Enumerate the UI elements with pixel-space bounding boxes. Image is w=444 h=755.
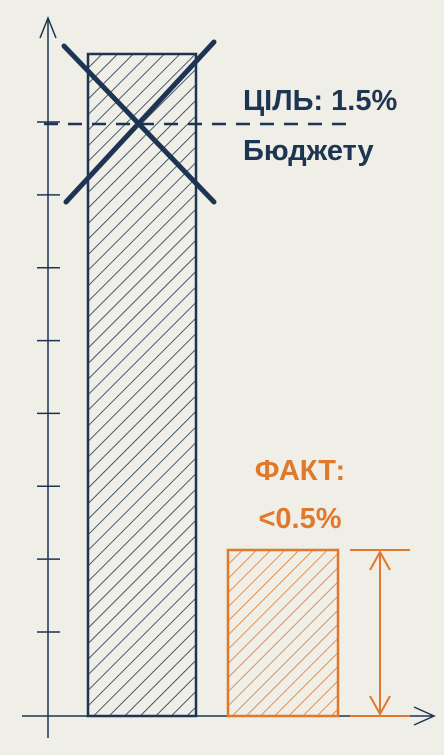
actual-value-label: <0.5% xyxy=(258,503,341,535)
target-sublabel: Бюджету xyxy=(243,135,374,167)
y-axis xyxy=(39,15,57,738)
actual-label: ФАКТ: xyxy=(255,455,345,487)
cross-out-mark xyxy=(61,39,217,205)
height-indicator-arrow xyxy=(350,549,410,717)
target-bar xyxy=(86,52,198,718)
actual-bar xyxy=(226,548,340,718)
target-label: ЦІЛЬ: 1.5% xyxy=(243,85,397,117)
y-axis-ticks xyxy=(37,121,60,633)
